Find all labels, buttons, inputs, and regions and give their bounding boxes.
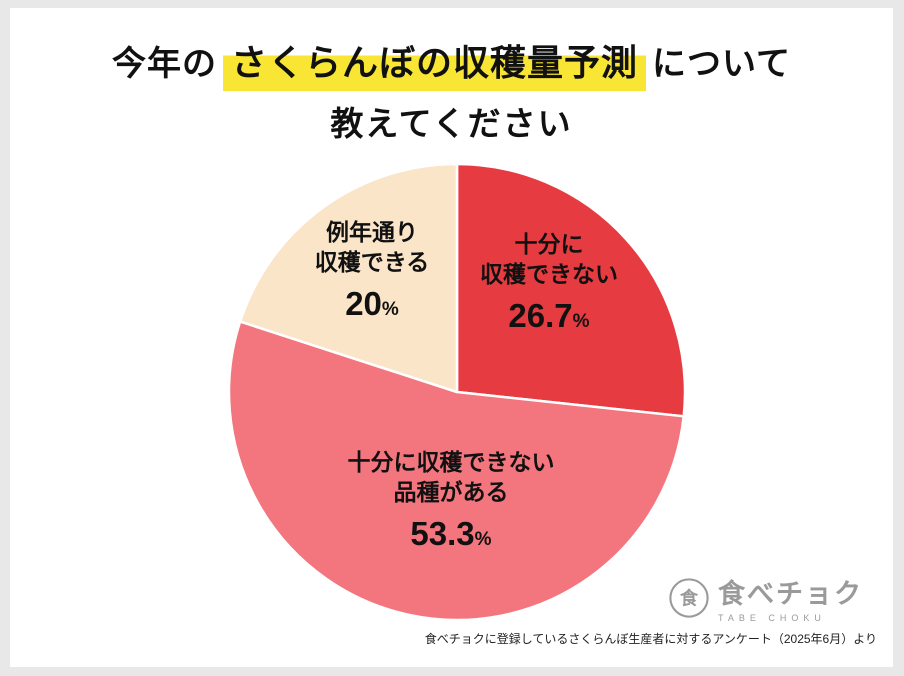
slice-label-cannot-harvest-enough: 十分に 収穫できない 26.7% — [454, 230, 644, 335]
slice-label-text: 品種がある — [393, 478, 509, 505]
title-prefix: 今年の — [112, 45, 217, 83]
percent-sign: % — [474, 528, 492, 550]
slice-label-text: 十分に収穫できない — [347, 449, 555, 475]
slice-label-text: 収穫できる — [314, 248, 430, 275]
title-highlight: さくらんぼの収穫量予測 — [223, 40, 647, 91]
slice-label-some-varieties-cannot: 十分に収穫できない 品種がある 53.3% — [321, 448, 581, 553]
title-suffix: について — [652, 45, 791, 83]
brand-emblem-icon: 食 — [669, 577, 709, 618]
slice-label-text: 例年通り — [326, 219, 418, 245]
brand-logo-text: 食べチョク TABE CHOKU — [718, 572, 863, 623]
pie-chart-svg — [227, 162, 687, 622]
survey-title-line1: 今年の さくらんぼの収穫量予測 について — [10, 8, 893, 91]
slice-label-text: 十分に — [514, 231, 584, 257]
pie-slice-cannot-harvest-enough — [455, 162, 687, 418]
brand-logo: 食 食べチョク TABE CHOKU — [668, 572, 863, 623]
slice-label-normal-harvest: 例年通り 収穫できる 20% — [277, 218, 467, 323]
pie-slice-some-varieties-cannot — [227, 320, 685, 622]
slice-value: 26.7% — [508, 296, 590, 334]
slice-value: 53.3% — [410, 514, 492, 552]
pie-chart — [227, 162, 687, 622]
percent-sign: % — [572, 310, 590, 332]
survey-card: 今年の さくらんぼの収穫量予測 について 教えてください 十分に 収穫できない 26… — [10, 8, 893, 667]
brand-name: 食べチョク — [718, 579, 863, 609]
slice-label-text: 収穫できない — [480, 260, 618, 287]
survey-title-line2: 教えてください — [330, 105, 573, 142]
brand-name-romaji: TABE CHOKU — [718, 613, 826, 623]
footer-note: 食べチョクに登録しているさくらんぼ生産者に対するアンケート（2025年6月）より — [424, 632, 877, 646]
slice-value: 20% — [345, 284, 399, 322]
percent-sign: % — [381, 298, 399, 320]
pie-slice-normal-harvest — [238, 162, 459, 394]
svg-text:食: 食 — [680, 587, 699, 608]
